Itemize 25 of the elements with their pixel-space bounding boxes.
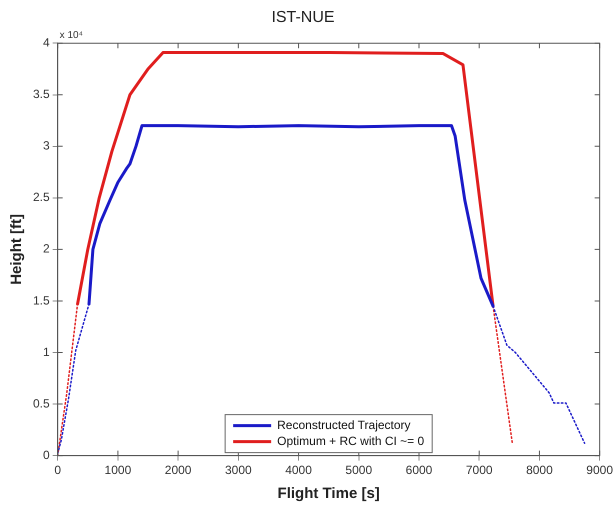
x-axis-title: Flight Time [s] — [278, 485, 380, 502]
x-tick-label: 1000 — [104, 463, 132, 478]
x-tick-label: 2000 — [164, 463, 192, 478]
y-tick-label: 3 — [42, 138, 50, 153]
chart-title: IST-NUE — [271, 9, 335, 26]
x-tick-label: 6000 — [406, 463, 433, 478]
y-tick-label: 2 — [42, 242, 50, 256]
y-tick-label: 1 — [42, 344, 50, 359]
y-tick-label: 3.5 — [32, 87, 50, 102]
x-tick-label: 4000 — [285, 463, 312, 478]
x-tick-label: 8000 — [526, 463, 554, 478]
x-tick-label: 0 — [54, 463, 62, 478]
x-tick-label: 3000 — [224, 463, 252, 478]
y-tick-label: 0 — [42, 448, 50, 462]
x-tick-label: 5000 — [345, 463, 372, 478]
y-tick-label: 1.5 — [32, 293, 50, 308]
y-tick-label: 2.5 — [32, 190, 50, 204]
y-tick-label: 4 — [42, 36, 50, 50]
y-axis-title: Height [ft] — [8, 214, 26, 285]
text: x 10⁴ — [60, 30, 83, 41]
legend-label: Optimum + RC with CI ~= 0 — [277, 434, 425, 448]
y-tick-label: 0.5 — [32, 396, 50, 410]
x-tick-label: 7000 — [466, 463, 493, 478]
legend-label: Reconstructed Trajectory — [277, 418, 411, 432]
x-tick-label: 9000 — [586, 463, 614, 478]
